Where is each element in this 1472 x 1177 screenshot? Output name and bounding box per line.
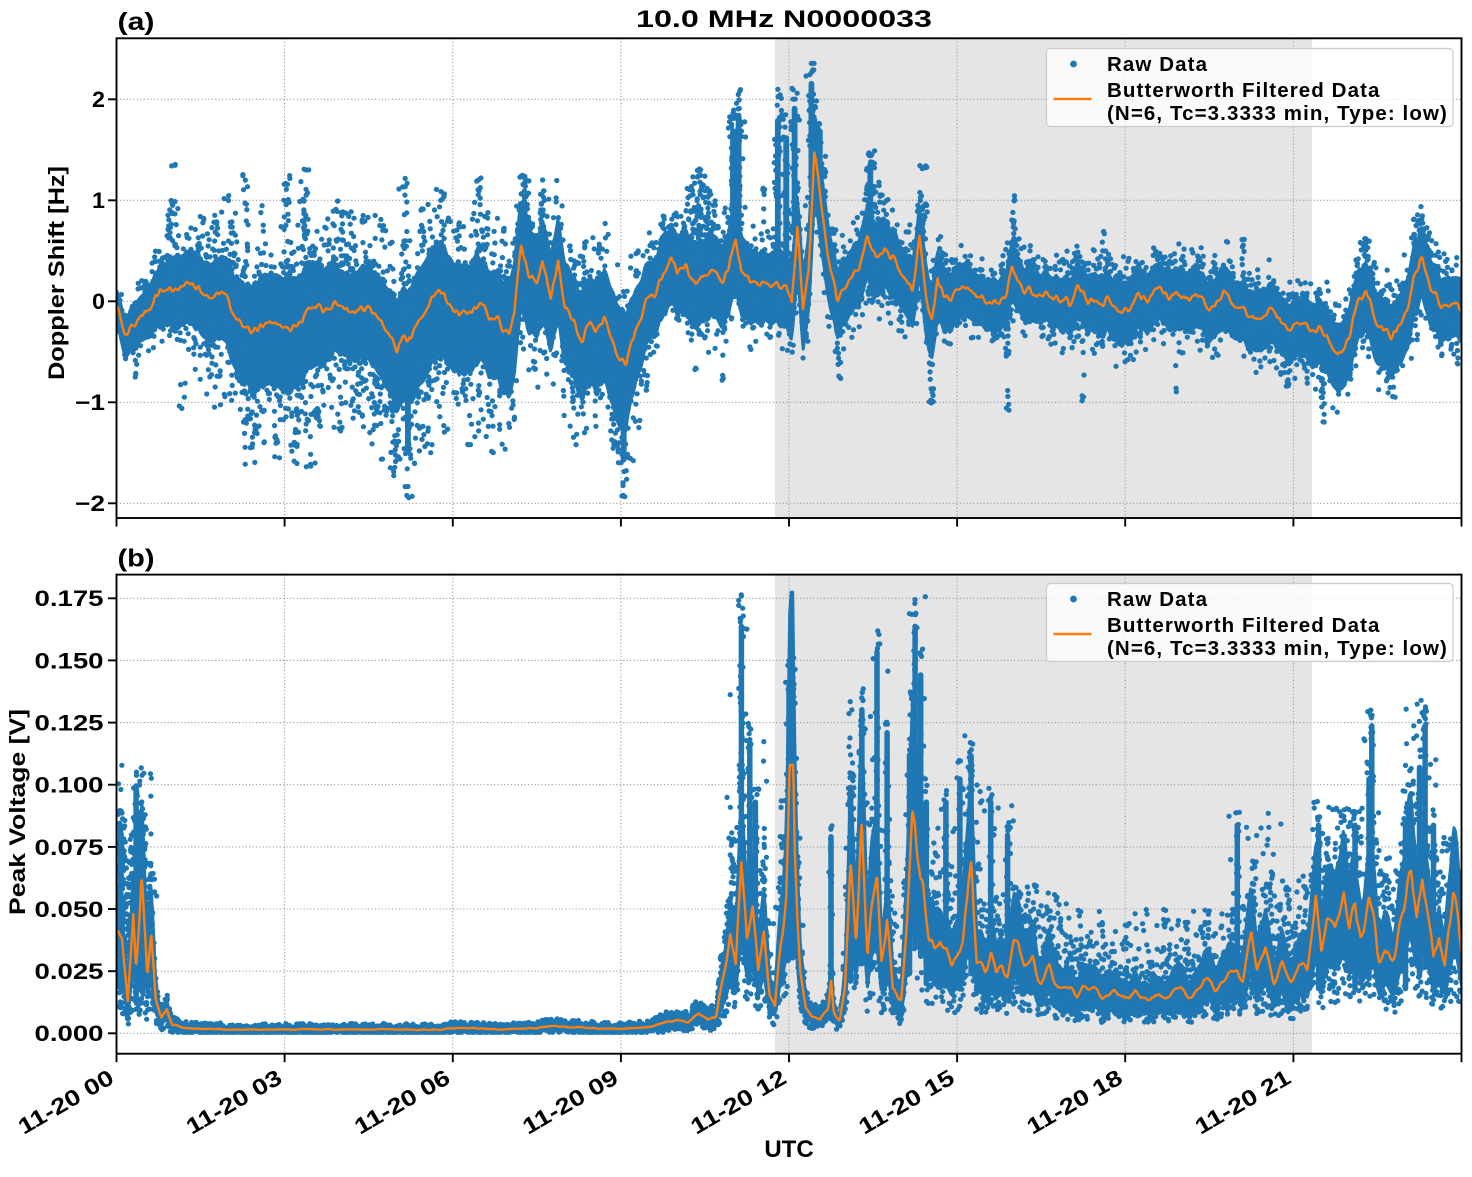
svg-text:(N=6, Tc=3.3333 min, Type: low: (N=6, Tc=3.3333 min, Type: low) — [1107, 102, 1448, 125]
svg-text:0.025: 0.025 — [35, 959, 104, 984]
svg-text:(b): (b) — [118, 545, 155, 573]
svg-text:0.050: 0.050 — [35, 897, 104, 922]
svg-text:0.100: 0.100 — [35, 773, 104, 798]
svg-text:0.075: 0.075 — [35, 835, 104, 860]
svg-text:0.000: 0.000 — [35, 1021, 104, 1046]
svg-text:Butterworth Filtered Data: Butterworth Filtered Data — [1107, 614, 1381, 637]
svg-text:(a): (a) — [118, 8, 155, 36]
svg-text:2: 2 — [92, 87, 105, 112]
svg-text:(N=6, Tc=3.3333 min, Type: low: (N=6, Tc=3.3333 min, Type: low) — [1107, 637, 1448, 660]
svg-text:Raw Data: Raw Data — [1107, 588, 1208, 611]
svg-text:0.125: 0.125 — [35, 711, 104, 736]
svg-text:Peak Voltage [V]: Peak Voltage [V] — [5, 709, 30, 915]
svg-text:UTC: UTC — [764, 1136, 813, 1163]
svg-text:Raw Data: Raw Data — [1107, 53, 1208, 76]
svg-text:−2: −2 — [75, 491, 105, 516]
svg-text:−1: −1 — [75, 390, 105, 415]
svg-text:0.150: 0.150 — [35, 648, 104, 673]
svg-text:Doppler Shift [Hz]: Doppler Shift [Hz] — [44, 166, 69, 380]
svg-text:10.0 MHz N0000033: 10.0 MHz N0000033 — [636, 6, 932, 33]
svg-text:0.175: 0.175 — [35, 586, 104, 611]
svg-text:Butterworth Filtered Data: Butterworth Filtered Data — [1107, 79, 1381, 102]
svg-text:0: 0 — [92, 289, 105, 314]
svg-text:1: 1 — [92, 188, 105, 213]
